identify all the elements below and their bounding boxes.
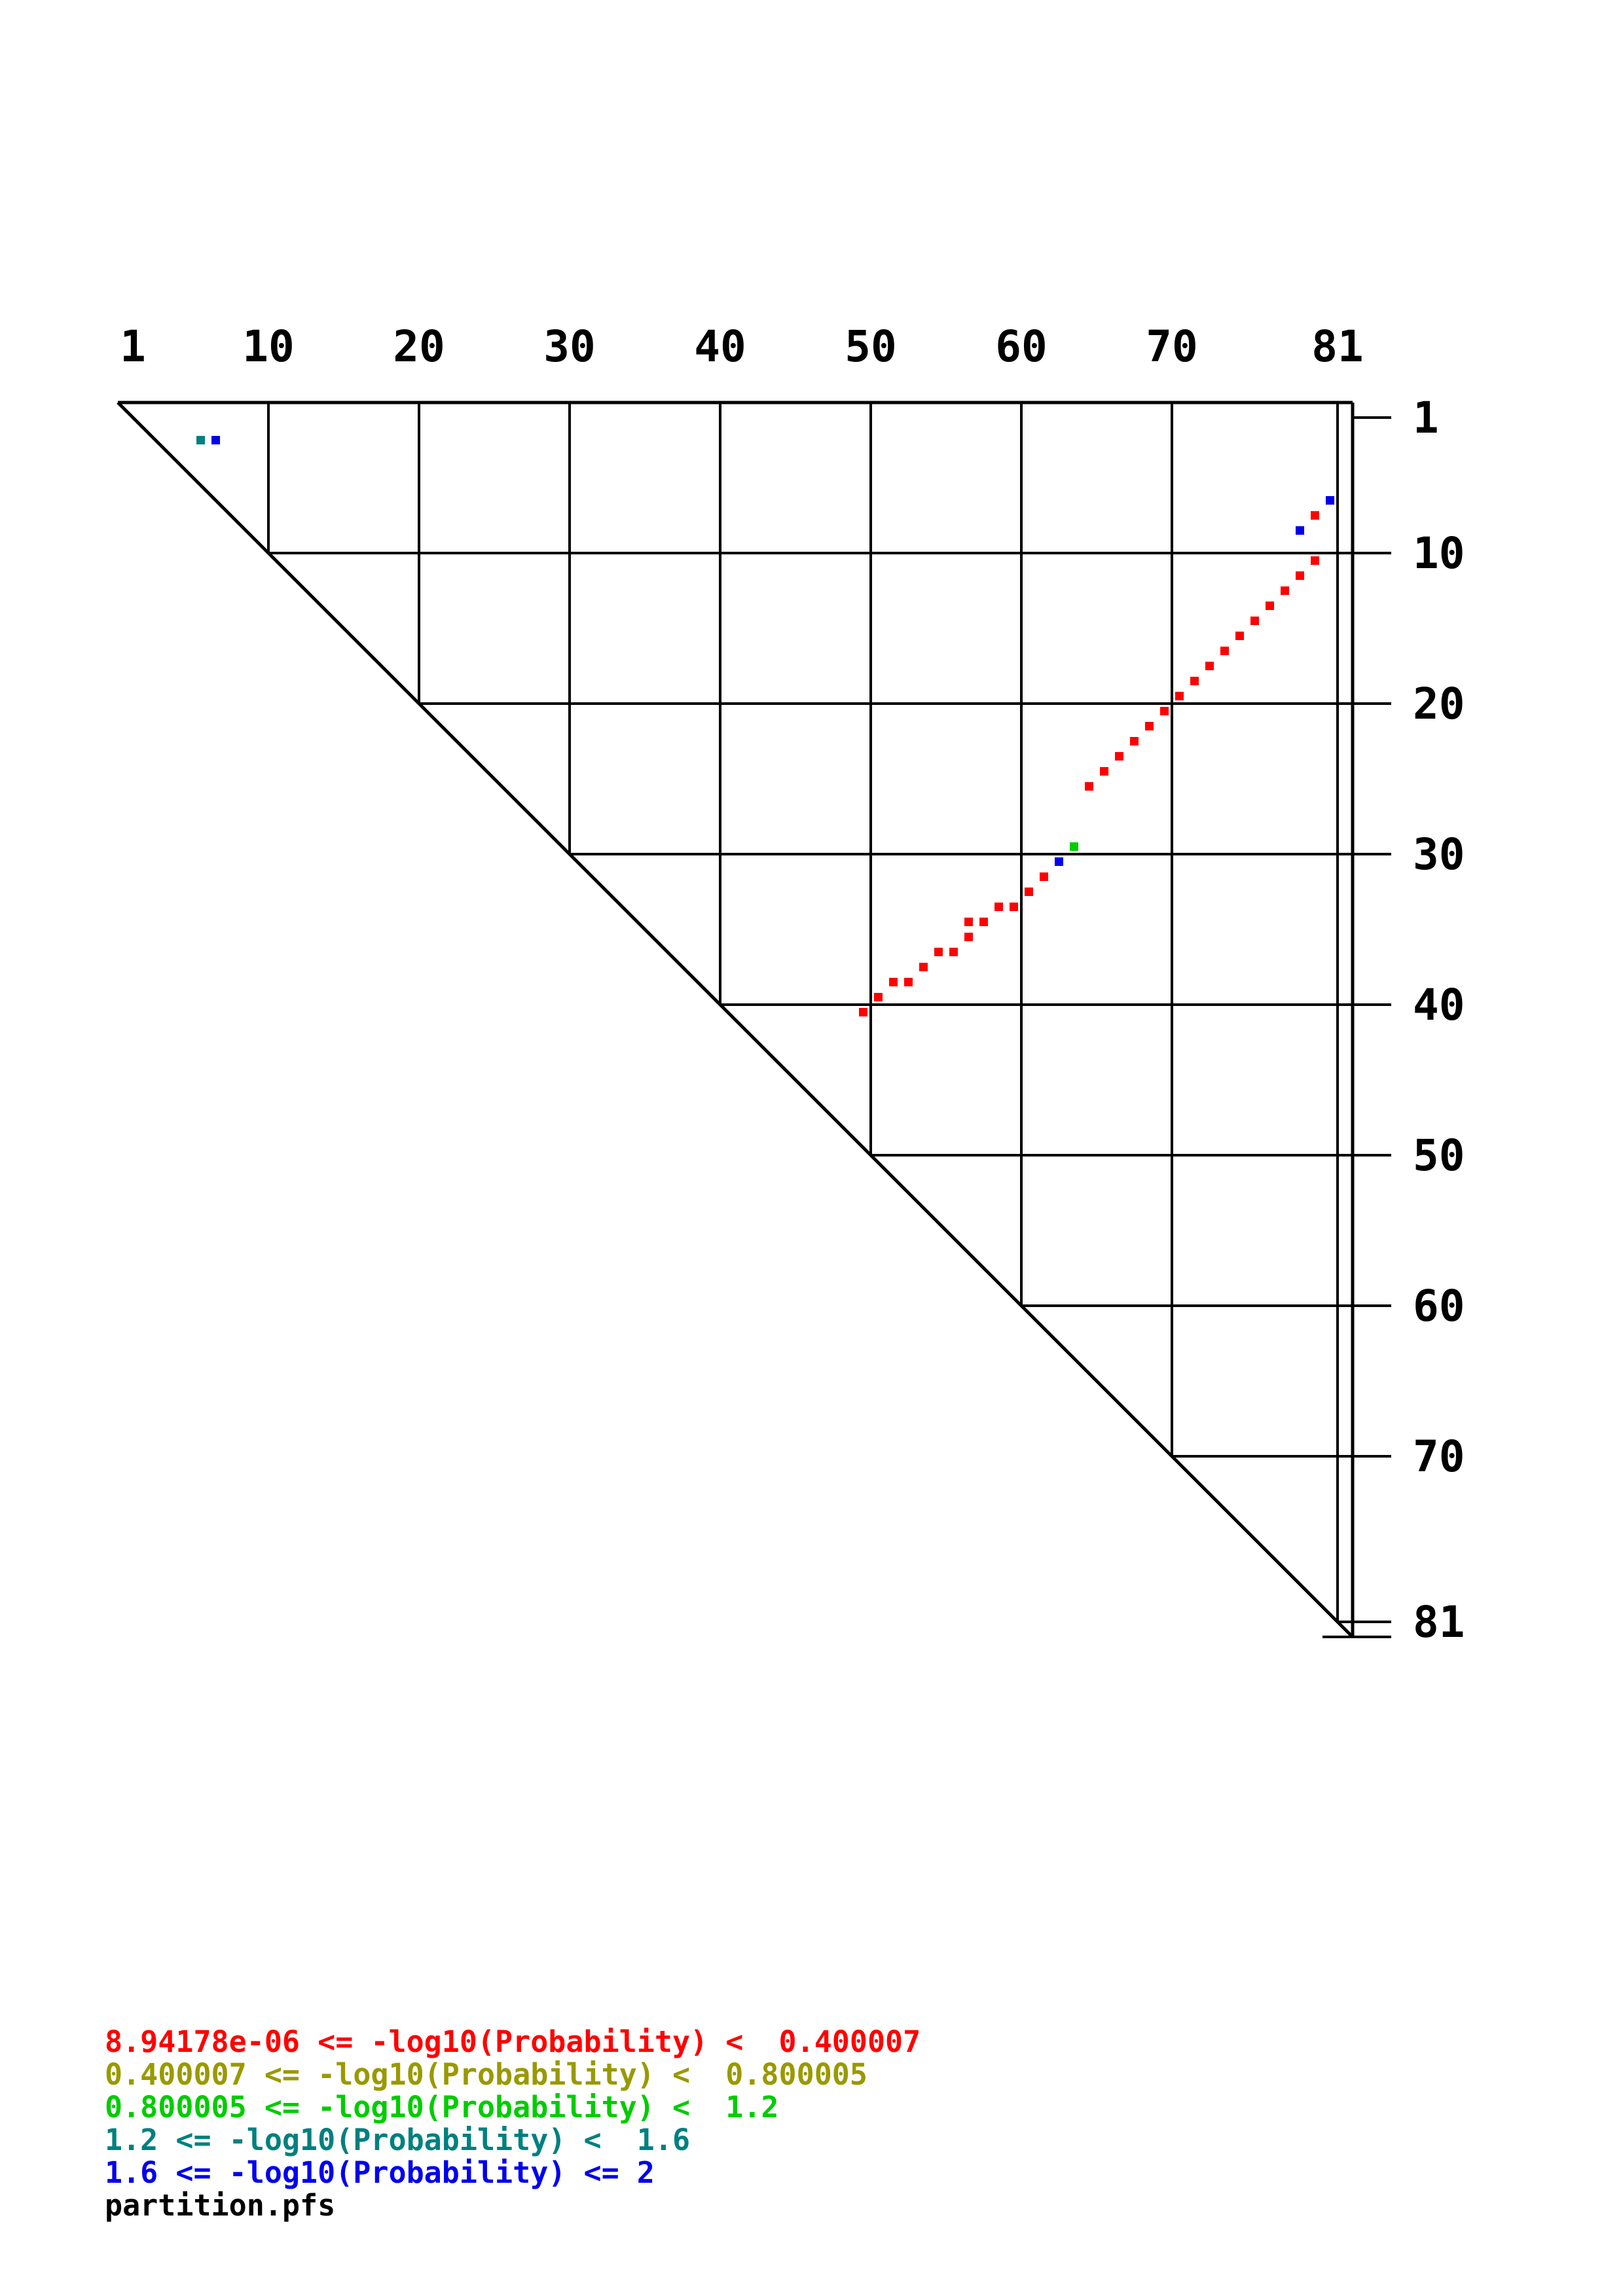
legend-line-green: 0.800005 <= -log10(Probability) < 1.2 bbox=[105, 2090, 779, 2125]
data-point-red bbox=[1250, 617, 1259, 625]
y-tick-label-40: 40 bbox=[1413, 980, 1465, 1030]
data-point-blue bbox=[211, 436, 220, 444]
data-point-red bbox=[919, 963, 928, 971]
data-point-blue bbox=[1055, 857, 1063, 866]
data-point-red bbox=[949, 948, 958, 956]
x-tick-label-70: 70 bbox=[1146, 321, 1197, 372]
y-tick-label-20: 20 bbox=[1413, 679, 1465, 729]
x-tick-label-30: 30 bbox=[543, 321, 595, 372]
diagonal-line bbox=[117, 401, 1354, 1638]
legend-line-teal: 1.2 <= -log10(Probability) < 1.6 bbox=[105, 2123, 691, 2157]
plot-grid bbox=[117, 401, 1391, 1638]
data-point-red bbox=[859, 1008, 867, 1016]
data-point-red bbox=[1175, 692, 1184, 700]
data-point-red bbox=[1130, 737, 1139, 745]
x-tick-label-60: 60 bbox=[995, 321, 1047, 372]
data-point-red bbox=[889, 978, 898, 986]
data-point-red bbox=[1115, 752, 1123, 761]
x-axis-labels: 1 10 20 30 40 50 60 70 81 bbox=[120, 321, 1364, 372]
data-point-blue bbox=[1296, 526, 1304, 535]
data-point-red bbox=[1266, 601, 1274, 610]
data-point-red bbox=[1010, 903, 1018, 911]
data-point-red bbox=[1220, 647, 1229, 655]
data-point-red bbox=[1205, 662, 1214, 670]
y-tick-label-10: 10 bbox=[1413, 528, 1465, 579]
y-tick-label-70: 70 bbox=[1413, 1431, 1465, 1482]
data-points bbox=[196, 436, 1334, 1016]
data-point-blue bbox=[1326, 496, 1334, 505]
data-point-teal bbox=[196, 436, 205, 444]
x-tick-label-40: 40 bbox=[694, 321, 746, 372]
x-tick-label-20: 20 bbox=[393, 321, 445, 372]
y-tick-label-30: 30 bbox=[1413, 829, 1465, 880]
data-point-red bbox=[994, 903, 1003, 911]
legend: 8.94178e-06 <= -log10(Probability) < 0.4… bbox=[105, 2026, 921, 2222]
data-point-red bbox=[904, 978, 913, 986]
y-axis-labels: 1 10 20 30 40 50 60 70 81 bbox=[1413, 393, 1465, 1647]
probability-dot-plot: 1 10 20 30 40 50 60 70 81 1 10 20 30 40 50 60 70 81 bbox=[117, 321, 1465, 1647]
y-tick-label-81: 81 bbox=[1413, 1597, 1465, 1647]
y-tick-label-1: 1 bbox=[1413, 393, 1439, 443]
data-point-red bbox=[979, 918, 988, 926]
data-point-red bbox=[1296, 571, 1304, 580]
data-point-red bbox=[874, 993, 883, 1001]
legend-line-blue: 1.6 <= -log10(Probability) <= 2 bbox=[105, 2155, 655, 2190]
legend-line-dark-yellow: 0.400007 <= -log10(Probability) < 0.8000… bbox=[105, 2057, 867, 2092]
legend-line-red: 8.94178e-06 <= -log10(Probability) < 0.4… bbox=[105, 2024, 921, 2059]
data-point-red bbox=[1100, 767, 1108, 776]
y-tick-label-50: 50 bbox=[1413, 1130, 1465, 1181]
data-point-red bbox=[964, 918, 973, 926]
x-tick-label-10: 10 bbox=[242, 321, 294, 372]
y-tick-label-60: 60 bbox=[1413, 1281, 1465, 1331]
data-point-green bbox=[1070, 842, 1078, 851]
data-point-red bbox=[1040, 872, 1048, 881]
data-point-red bbox=[1190, 677, 1199, 685]
x-tick-label-1: 1 bbox=[120, 321, 146, 372]
data-point-red bbox=[1160, 707, 1169, 715]
data-point-red bbox=[964, 933, 973, 941]
x-tick-label-50: 50 bbox=[845, 321, 896, 372]
data-point-red bbox=[1145, 722, 1154, 730]
data-point-red bbox=[1311, 556, 1319, 565]
x-tick-label-81: 81 bbox=[1311, 321, 1363, 372]
filename-label: partition.pfs bbox=[105, 2188, 336, 2223]
data-point-red bbox=[1311, 511, 1319, 520]
data-point-red bbox=[1025, 888, 1033, 896]
data-point-red bbox=[1281, 586, 1289, 595]
data-point-red bbox=[934, 948, 943, 956]
data-point-red bbox=[1085, 782, 1093, 791]
data-point-red bbox=[1235, 632, 1244, 640]
